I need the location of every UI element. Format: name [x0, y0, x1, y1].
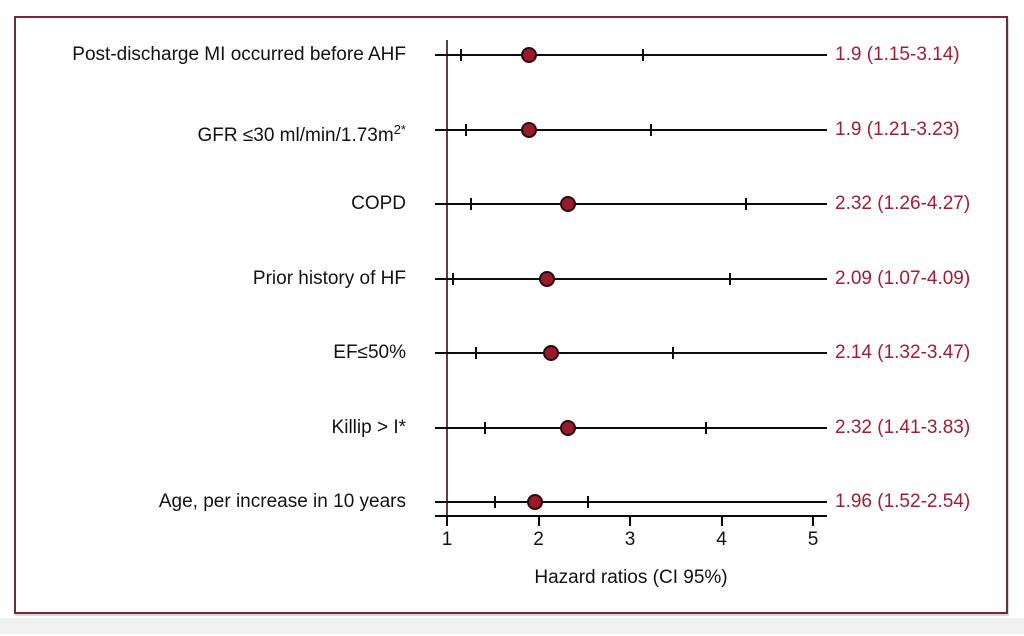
row-label: EF≤50% [333, 342, 406, 363]
ci-line [435, 203, 827, 205]
value-label: 1.96 (1.52-2.54) [835, 491, 971, 512]
row-label: GFR ≤30 ml/min/1.73m2* [197, 121, 406, 146]
row-label: COPD [351, 193, 406, 214]
ci-tick-high [745, 198, 748, 210]
estimate-marker [559, 196, 576, 212]
x-axis-tick-label: 4 [716, 529, 727, 550]
value-label: 2.32 (1.26-4.27) [835, 193, 971, 214]
ci-tick-high [641, 49, 644, 61]
row-label: Post-discharge MI occurred before AHF [72, 44, 406, 65]
estimate-marker [521, 121, 538, 138]
ci-tick-low [459, 49, 462, 61]
x-axis-tick-label: 2 [533, 529, 544, 550]
ci-tick-low [493, 496, 496, 508]
x-axis-tick [629, 515, 631, 526]
estimate-marker [526, 494, 543, 510]
x-axis-tick [812, 515, 814, 526]
ci-tick-high [586, 496, 589, 508]
value-label: 2.14 (1.32-3.47) [835, 342, 971, 363]
value-label: 2.09 (1.07-4.09) [835, 267, 971, 289]
row-label: Killip > I* [331, 416, 406, 438]
ci-tick-high [650, 123, 653, 136]
x-axis-tick [720, 515, 723, 526]
page-bottom-strip [0, 618, 1024, 634]
ci-tick-high [728, 272, 731, 285]
ci-tick-low [452, 272, 455, 285]
estimate-marker [543, 345, 560, 361]
x-axis-tick-label: 3 [624, 529, 636, 550]
ci-tick-high [672, 347, 674, 359]
ci-tick-low [469, 198, 472, 210]
estimate-marker [559, 419, 576, 436]
estimate-marker [538, 270, 555, 287]
x-axis-line [435, 515, 827, 517]
ci-tick-low [465, 123, 468, 136]
figure-frame: Hazard ratios (CI 95%) Post-discharge MI… [14, 16, 1008, 614]
x-axis-tick [446, 515, 448, 526]
x-axis-tick-label: 1 [441, 529, 453, 550]
row-label-superscript: 2* [393, 121, 406, 137]
row-label: Prior history of HF [252, 267, 406, 289]
value-label: 1.9 (1.15-3.14) [835, 44, 960, 65]
row-label: Age, per increase in 10 years [158, 491, 406, 512]
ci-line [435, 426, 827, 429]
ci-line [435, 128, 827, 131]
x-axis-tick-label: 5 [807, 529, 819, 550]
value-label: 2.32 (1.41-3.83) [835, 416, 971, 438]
ci-line [435, 501, 827, 503]
estimate-marker [521, 47, 538, 63]
ci-line [435, 352, 827, 354]
ci-line [435, 54, 827, 56]
x-axis-tick [537, 515, 540, 526]
ci-tick-low [475, 347, 478, 359]
x-axis-title: Hazard ratios (CI 95%) [534, 567, 728, 588]
value-label: 1.9 (1.21-3.23) [835, 118, 960, 140]
ci-line [435, 277, 827, 280]
ci-tick-low [483, 421, 486, 434]
ci-tick-high [704, 421, 707, 434]
